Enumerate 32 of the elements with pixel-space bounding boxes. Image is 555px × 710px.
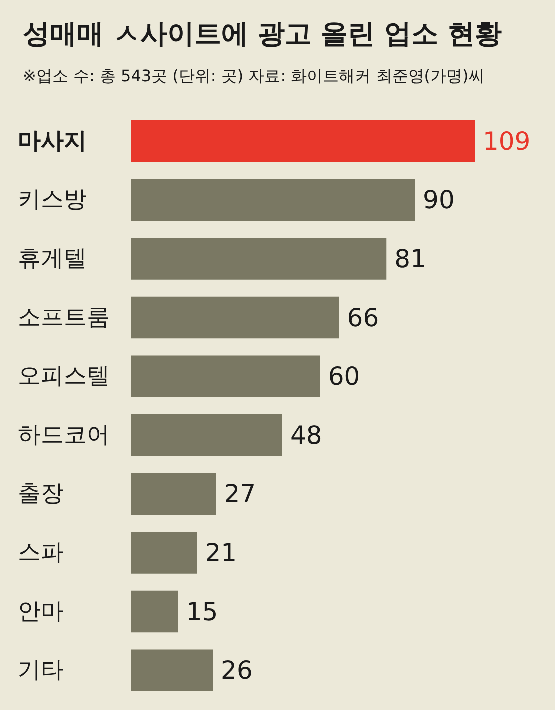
data-label: 109 [483, 126, 531, 156]
y-tick-label: 소프트룸 [18, 304, 110, 331]
data-label: 21 [205, 538, 238, 568]
bar [131, 179, 416, 222]
bar [131, 532, 198, 574]
bar [131, 296, 340, 339]
y-tick-label: 키스방 [18, 187, 87, 214]
data-label: 90 [423, 186, 455, 215]
bar [131, 120, 475, 162]
chart-title: 성매매 ㅅ사이트에 광고 올린 업소 현황 [23, 19, 502, 50]
y-tick-label: 안마 [18, 598, 64, 625]
bar [131, 238, 387, 280]
bar [131, 650, 214, 692]
bar [131, 414, 282, 456]
data-label: 48 [290, 420, 322, 450]
y-tick-label: 출장 [18, 481, 64, 508]
bar [131, 473, 216, 516]
y-tick-label: 오피스텔 [18, 364, 110, 390]
y-tick-label: 기타 [18, 658, 64, 684]
data-label: 15 [186, 597, 218, 626]
y-tick-label: 마사지 [18, 128, 87, 154]
data-label: 66 [347, 303, 380, 332]
bar [131, 356, 320, 398]
y-tick-label: 휴게텔 [18, 246, 87, 272]
data-label: 26 [221, 656, 253, 686]
data-label: 27 [224, 480, 256, 509]
data-label: 60 [328, 362, 360, 392]
y-tick-label: 하드코어 [18, 422, 110, 448]
data-label: 81 [394, 244, 426, 274]
bar [131, 590, 178, 633]
y-tick-label: 스파 [18, 540, 64, 566]
chart-subtitle: ※업소 수: 총 543곳 (단위: 곳) 자료: 화이트해커 최준영(가명)씨 [23, 66, 485, 86]
